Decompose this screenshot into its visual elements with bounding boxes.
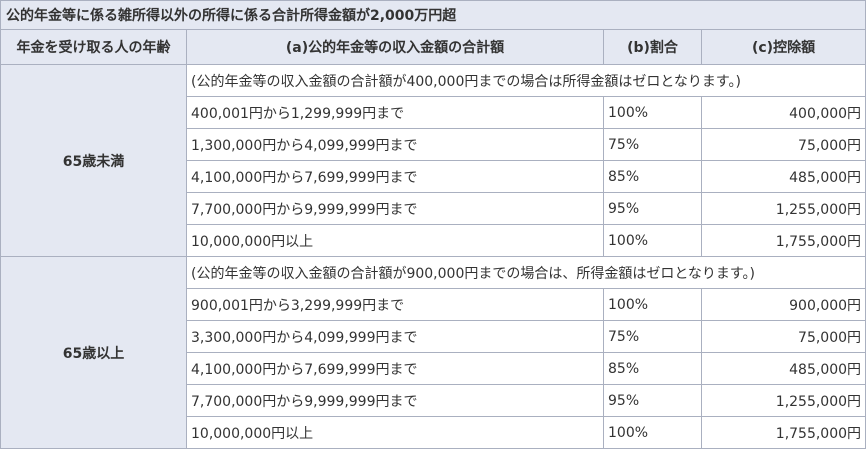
deduction-value: 485,000円 — [700, 160, 867, 193]
pension-deduction-table-wrapper: 公的年金等に係る雑所得以外の所得に係る合計所得金額が2,000万円超 年金を受け… — [0, 0, 867, 449]
group-note: (公的年金等の収入金額の合計額が900,000円までの場合は、所得金額はゼロとな… — [185, 256, 867, 289]
table-row: 7,700,000円から9,999,999円まで 95% 1,255,000円 — [1, 384, 867, 417]
table-row: 10,000,000円以上 100% 1,755,000円 — [1, 224, 867, 257]
group-under65-note-row: 65歳未満 (公的年金等の収入金額の合計額が400,000円までの場合は所得金額… — [0, 64, 867, 257]
deduction-value: 400,000円 — [700, 96, 867, 129]
income-range: 7,700,000円から9,999,999円まで — [186, 192, 604, 225]
age-under-65: 65歳未満 — [0, 64, 187, 257]
income-range: 1,300,000円から4,099,999円まで — [186, 128, 604, 161]
deduction-value: 75,000円 — [700, 128, 867, 161]
age-65-and-over: 65歳以上 — [0, 256, 187, 449]
rate-value: 100% — [603, 224, 702, 257]
table-row: 3,300,000円から4,099,999円まで 75% 75,000円 — [1, 320, 867, 353]
deduction-value: 1,255,000円 — [700, 384, 867, 417]
table-row: 900,001円から3,299,999円まで 100% 900,000円 — [1, 288, 867, 321]
income-range: 7,700,000円から9,999,999円まで — [186, 384, 604, 417]
rate-value: 95% — [603, 192, 702, 225]
deduction-value: 1,755,000円 — [700, 224, 867, 257]
rate-value: 75% — [603, 128, 702, 161]
rate-value: 75% — [603, 320, 702, 353]
table-row: 10,000,000円以上 100% 1,755,000円 — [1, 416, 867, 449]
deduction-value: 75,000円 — [700, 320, 867, 353]
income-range: 10,000,000円以上 — [186, 416, 604, 449]
income-range: 10,000,000円以上 — [186, 224, 604, 257]
rate-value: 85% — [603, 160, 702, 193]
income-range: 4,100,000円から7,699,999円まで — [186, 352, 604, 385]
table-row: 4,100,000円から7,699,999円まで 85% 485,000円 — [1, 160, 867, 193]
income-range: 900,001円から3,299,999円まで — [186, 288, 604, 321]
title-row: 公的年金等に係る雑所得以外の所得に係る合計所得金額が2,000万円超 — [0, 0, 867, 30]
table-row: 400,001円から1,299,999円まで 100% 400,000円 — [1, 96, 867, 129]
rate-value: 100% — [603, 288, 702, 321]
pension-deduction-table: 公的年金等に係る雑所得以外の所得に係る合計所得金額が2,000万円超 年金を受け… — [0, 0, 867, 449]
header-deduction: (c)控除額 — [700, 29, 867, 65]
table-row: 1,300,000円から4,099,999円まで 75% 75,000円 — [1, 128, 867, 161]
table-row: 4,100,000円から7,699,999円まで 85% 485,000円 — [1, 352, 867, 385]
income-range: 3,300,000円から4,099,999円まで — [186, 320, 604, 353]
table-title: 公的年金等に係る雑所得以外の所得に係る合計所得金額が2,000万円超 — [0, 0, 867, 30]
group-note: (公的年金等の収入金額の合計額が400,000円までの場合は所得金額はゼロとなり… — [185, 64, 867, 97]
rate-value: 100% — [603, 416, 702, 449]
group-over65-note-row: 65歳以上 (公的年金等の収入金額の合計額が900,000円までの場合は、所得金… — [0, 256, 867, 449]
deduction-value: 485,000円 — [700, 352, 867, 385]
deduction-value: 900,000円 — [700, 288, 867, 321]
deduction-value: 1,755,000円 — [700, 416, 867, 449]
rate-value: 100% — [603, 96, 702, 129]
income-range: 400,001円から1,299,999円まで — [186, 96, 604, 129]
rate-value: 85% — [603, 352, 702, 385]
header-row: 年金を受け取る人の年齢 (a)公的年金等の収入金額の合計額 (b)割合 (c)控… — [0, 29, 867, 65]
deduction-value: 1,255,000円 — [700, 192, 867, 225]
header-rate: (b)割合 — [603, 29, 702, 65]
header-age: 年金を受け取る人の年齢 — [0, 29, 187, 65]
rate-value: 95% — [603, 384, 702, 417]
income-range: 4,100,000円から7,699,999円まで — [186, 160, 604, 193]
header-income: (a)公的年金等の収入金額の合計額 — [186, 29, 604, 65]
table-row: 7,700,000円から9,999,999円まで 95% 1,255,000円 — [1, 192, 867, 225]
